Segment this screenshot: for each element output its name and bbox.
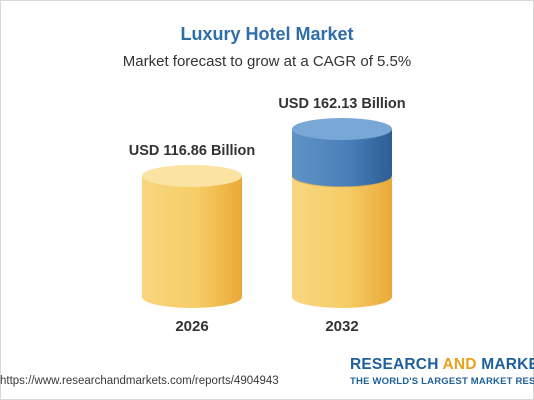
brand-tagline: THE WORLD'S LARGEST MARKET RESEARCH STOR… — [350, 376, 534, 387]
bar-increase-2032 — [292, 129, 392, 187]
category-label-2026: 2026 — [175, 318, 208, 335]
category-label-2032: 2032 — [325, 318, 358, 335]
brand-logo: RESEARCH AND MARKETS THE WORLD'S LARGEST… — [350, 356, 534, 387]
bar-2026 — [142, 175, 242, 308]
bar-top-2026 — [142, 164, 242, 187]
value-label-2032: USD 162.13 Billion — [278, 96, 405, 112]
source-url[interactable]: https://www.researchandmarkets.com/repor… — [0, 375, 279, 387]
chart-title: Luxury Hotel Market — [180, 24, 354, 44]
chart-subtitle: Market forecast to grow at a CAGR of 5.5… — [122, 53, 412, 70]
bar-seam-2032 — [291, 175, 393, 188]
bar-top-2032 — [292, 118, 392, 140]
bar-base-2032 — [292, 175, 392, 308]
brand-name: RESEARCH AND MARKETS — [350, 356, 534, 373]
value-label-2026: USD 116.86 Billion — [129, 143, 256, 159]
